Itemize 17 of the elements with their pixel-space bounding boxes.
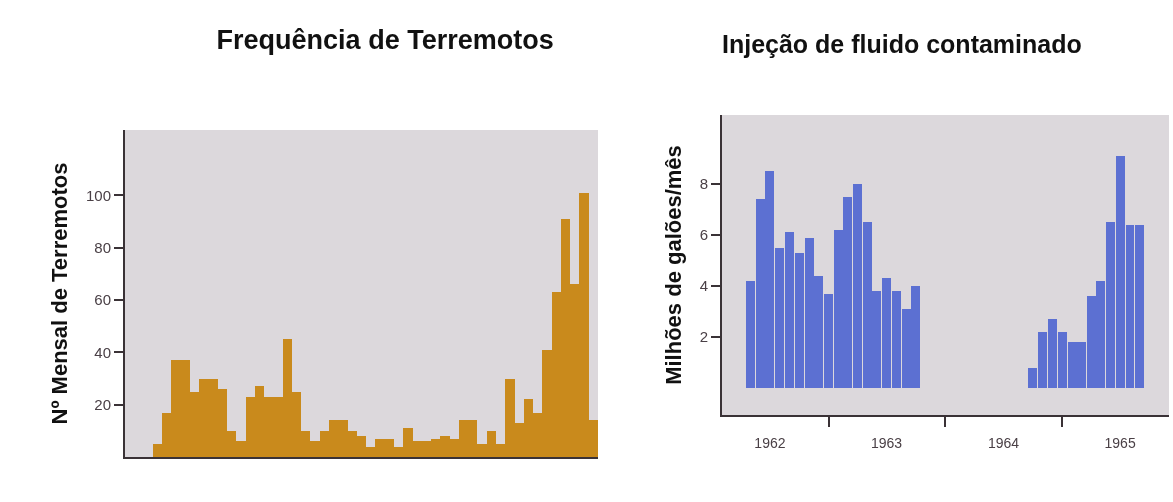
- y-tick-label: 2: [699, 328, 708, 346]
- chart-title: Frequência de Terremotos: [216, 25, 554, 56]
- x-tick-label: 1964: [987, 434, 1020, 451]
- y-tick-label: 40: [94, 343, 111, 361]
- x-tick-label: 1962: [754, 434, 786, 451]
- y-tick-label: 60: [94, 291, 111, 309]
- chart-title: Injeção de fluido contaminado: [722, 29, 1082, 58]
- y-tick-label: 100: [85, 186, 111, 204]
- y-tick-label: 4: [699, 277, 708, 295]
- y-axis-title: Milhões de galões/mês: [660, 145, 686, 385]
- y-tick-label: 80: [94, 238, 111, 256]
- y-tick-label: 6: [699, 226, 708, 244]
- y-tick-label: 20: [94, 395, 111, 413]
- y-tick-label: 8: [699, 175, 708, 193]
- x-tick-label: 1963: [870, 434, 903, 451]
- y-axis-title: Nº Mensal de Terremotos: [47, 162, 73, 425]
- x-tick-label: 1965: [1104, 434, 1136, 451]
